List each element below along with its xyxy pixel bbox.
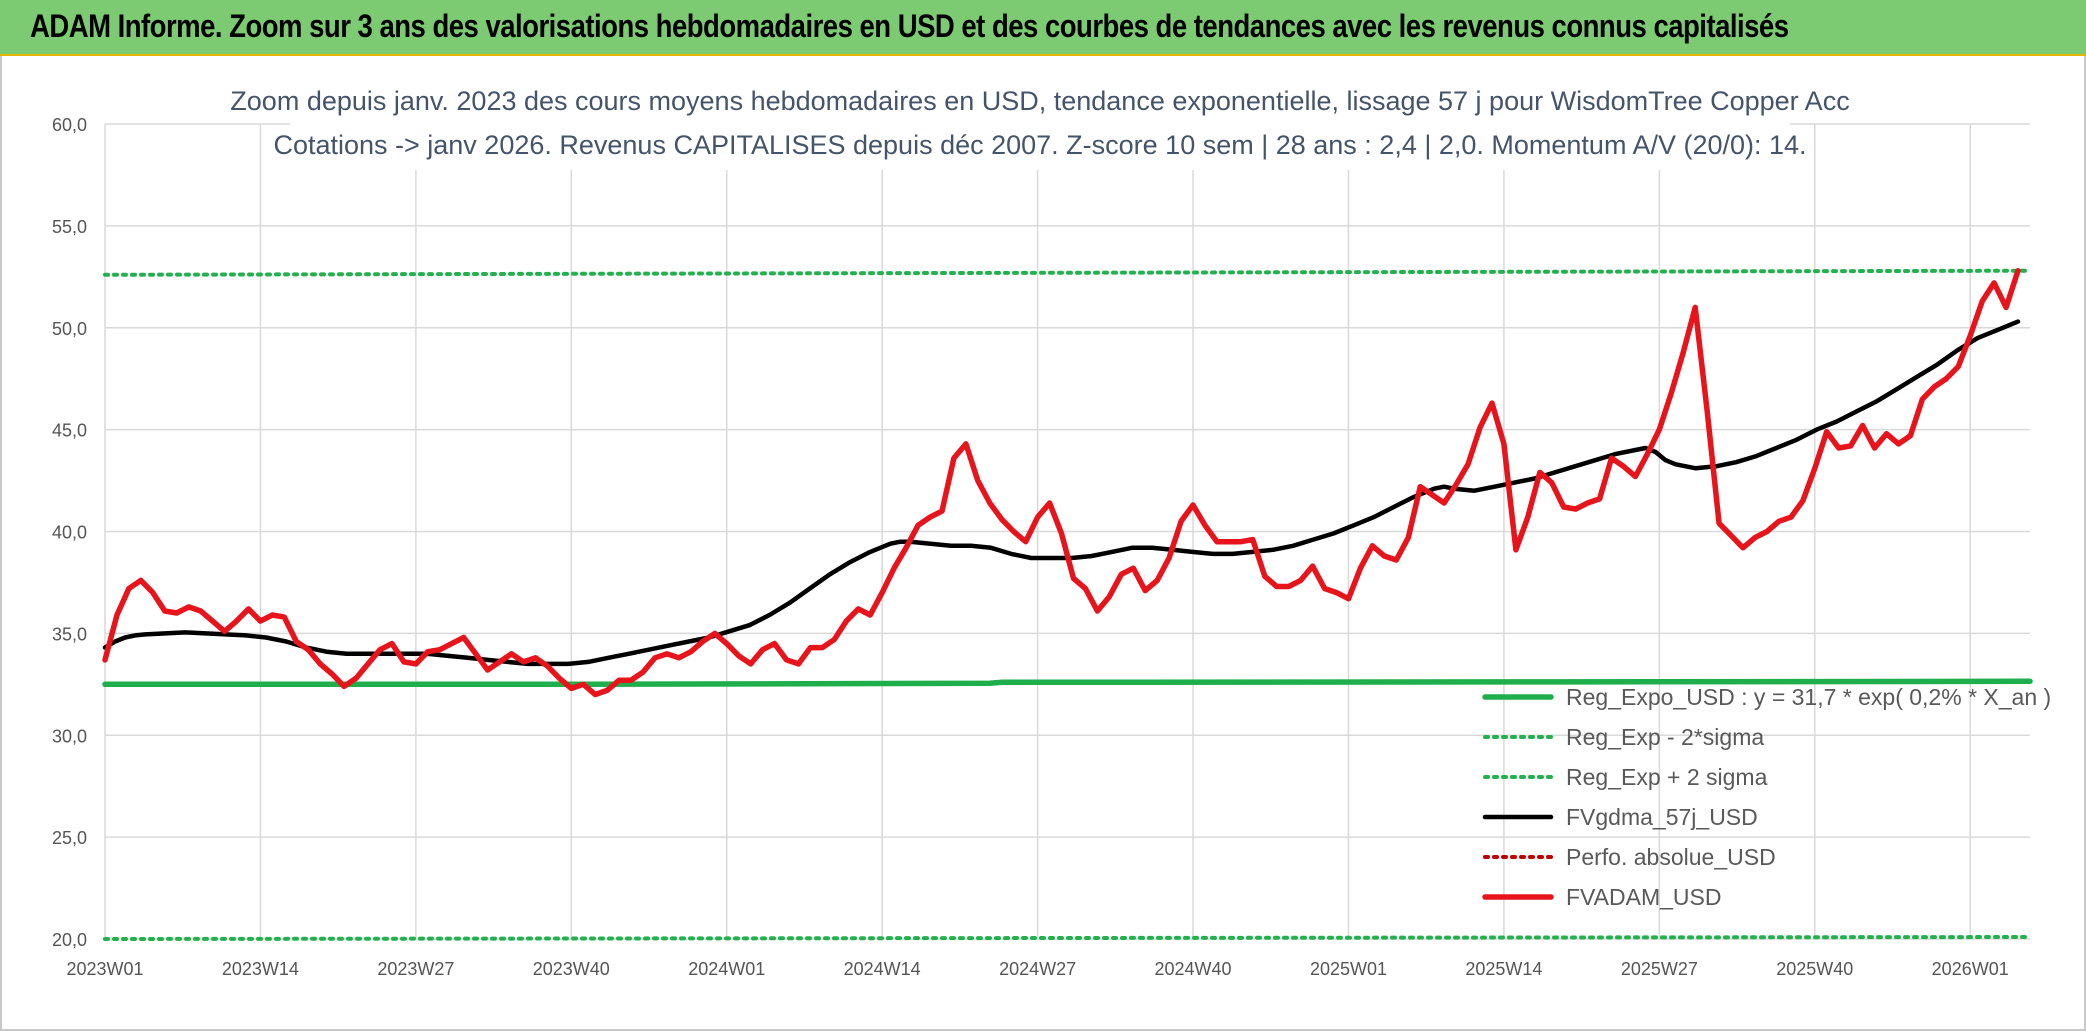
chart-title: Zoom depuis janv. 2023 des cours moyens … bbox=[230, 78, 1850, 170]
x-tick-label: 2025W14 bbox=[1465, 959, 1542, 979]
x-tick-label: 2025W01 bbox=[1310, 959, 1387, 979]
y-tick-label: 20,0 bbox=[52, 930, 87, 950]
legend-entry: Reg_Exp - 2*sigma bbox=[1566, 724, 1764, 750]
y-tick-label: 30,0 bbox=[52, 726, 87, 746]
y-tick-label: 55,0 bbox=[52, 217, 87, 237]
y-tick-label: 25,0 bbox=[52, 828, 87, 848]
chart-title-line1: Zoom depuis janv. 2023 des cours moyens … bbox=[230, 86, 1849, 116]
x-tick-label: 2025W27 bbox=[1621, 959, 1698, 979]
x-tick-label: 2024W27 bbox=[999, 959, 1076, 979]
series-line-3 bbox=[102, 319, 2021, 667]
legend-entry: FVgdma_57j_USD bbox=[1566, 804, 1758, 830]
y-tick-label: 60,0 bbox=[52, 115, 87, 135]
x-tick-label: 2023W27 bbox=[377, 959, 454, 979]
legend-entry: Reg_Expo_USD : y = 31,7 * exp( 0,2% * X_… bbox=[1566, 684, 2051, 710]
series-line-2 bbox=[103, 268, 2032, 277]
series-line-0 bbox=[102, 678, 2033, 688]
x-tick-label: 2026W01 bbox=[1932, 959, 2009, 979]
y-tick-label: 50,0 bbox=[52, 319, 87, 339]
y-axis-ticks: 20,0 25,0 30,0 35,0 40,0 45,0 50,0 55,0 60,0 bbox=[52, 115, 87, 950]
series-line-1 bbox=[103, 935, 2032, 941]
y-tick-label: 45,0 bbox=[52, 421, 87, 441]
chart-title-line2: Cotations -> janv 2026. Revenus CAPITALI… bbox=[273, 130, 1806, 160]
legend-entry: Reg_Exp + 2 sigma bbox=[1566, 764, 1768, 790]
x-tick-label: 2024W40 bbox=[1155, 959, 1232, 979]
series-line-5 bbox=[102, 267, 2021, 698]
x-tick-label: 2024W01 bbox=[688, 959, 765, 979]
legend: Reg_Expo_USD : y = 31,7 * exp( 0,2% * X_… bbox=[1482, 684, 2051, 910]
y-tick-label: 40,0 bbox=[52, 523, 87, 543]
y-tick-label: 35,0 bbox=[52, 624, 87, 644]
title-background bbox=[290, 78, 1790, 170]
x-tick-label: 2023W01 bbox=[66, 959, 143, 979]
report-title: ADAM Informe. Zoom sur 3 ans des valoris… bbox=[30, 8, 1789, 44]
x-tick-label: 2023W14 bbox=[222, 959, 299, 979]
x-tick-label: 2025W40 bbox=[1776, 959, 1853, 979]
legend-entry: FVADAM_USD bbox=[1566, 884, 1722, 910]
x-tick-label: 2023W40 bbox=[533, 959, 610, 979]
x-axis-ticks: 2023W01 2023W14 2023W27 2023W40 2024W01 2024W… bbox=[66, 959, 2008, 979]
legend-entry: Perfo. absolue_USD bbox=[1566, 844, 1776, 870]
series-layer bbox=[102, 267, 2033, 941]
report-banner: ADAM Informe. Zoom sur 3 ans des valoris… bbox=[0, 0, 2086, 56]
x-tick-label: 2024W14 bbox=[844, 959, 921, 979]
